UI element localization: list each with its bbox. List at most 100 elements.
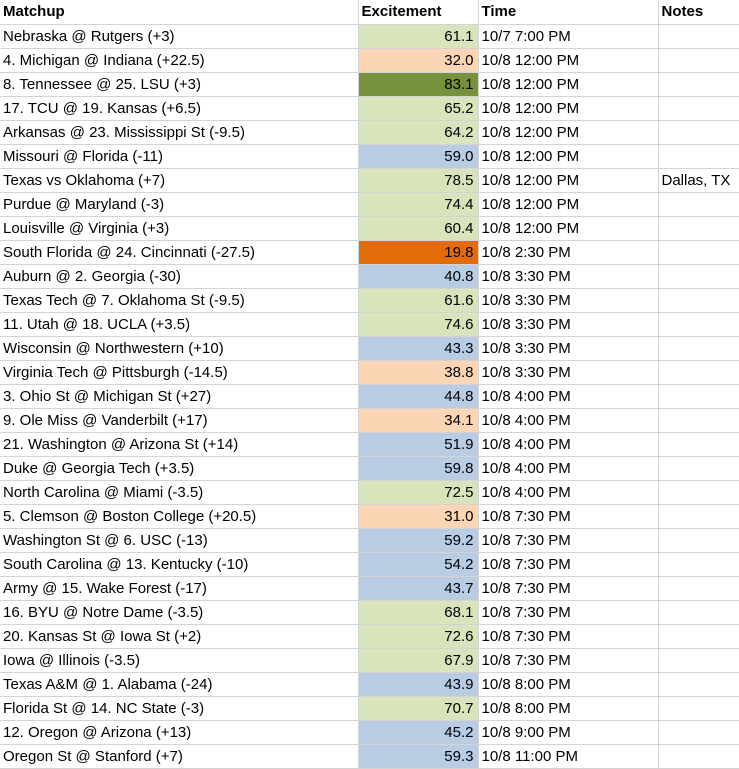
excitement-cell[interactable]: 64.2 xyxy=(358,120,479,145)
excitement-cell[interactable]: 43.9 xyxy=(358,672,479,697)
notes-cell[interactable] xyxy=(658,624,739,649)
header-time[interactable]: Time xyxy=(478,0,659,25)
matchup-cell[interactable]: Army @ 15. Wake Forest (-17) xyxy=(0,576,359,601)
notes-cell[interactable] xyxy=(658,120,739,145)
matchup-cell[interactable]: Texas A&M @ 1. Alabama (-24) xyxy=(0,672,359,697)
header-matchup[interactable]: Matchup xyxy=(0,0,359,25)
excitement-cell[interactable]: 72.5 xyxy=(358,480,479,505)
matchup-cell[interactable]: 20. Kansas St @ Iowa St (+2) xyxy=(0,624,359,649)
time-cell[interactable]: 10/8 2:30 PM xyxy=(478,240,659,265)
time-cell[interactable]: 10/8 7:30 PM xyxy=(478,648,659,673)
notes-cell[interactable]: Dallas, TX xyxy=(658,168,739,193)
matchup-cell[interactable]: Louisville @ Virginia (+3) xyxy=(0,216,359,241)
time-cell[interactable]: 10/8 4:00 PM xyxy=(478,408,659,433)
time-cell[interactable]: 10/8 12:00 PM xyxy=(478,48,659,73)
notes-cell[interactable] xyxy=(658,672,739,697)
excitement-cell[interactable]: 40.8 xyxy=(358,264,479,289)
notes-cell[interactable] xyxy=(658,696,739,721)
notes-cell[interactable] xyxy=(658,24,739,49)
excitement-cell[interactable]: 78.5 xyxy=(358,168,479,193)
matchup-cell[interactable]: 5. Clemson @ Boston College (+20.5) xyxy=(0,504,359,529)
time-cell[interactable]: 10/8 12:00 PM xyxy=(478,216,659,241)
time-cell[interactable]: 10/8 7:30 PM xyxy=(478,576,659,601)
time-cell[interactable]: 10/8 3:30 PM xyxy=(478,360,659,385)
matchup-cell[interactable]: 11. Utah @ 18. UCLA (+3.5) xyxy=(0,312,359,337)
excitement-cell[interactable]: 44.8 xyxy=(358,384,479,409)
excitement-cell[interactable]: 19.8 xyxy=(358,240,479,265)
time-cell[interactable]: 10/8 12:00 PM xyxy=(478,168,659,193)
excitement-cell[interactable]: 32.0 xyxy=(358,48,479,73)
excitement-cell[interactable]: 43.7 xyxy=(358,576,479,601)
notes-cell[interactable] xyxy=(658,264,739,289)
notes-cell[interactable] xyxy=(658,528,739,553)
matchup-cell[interactable]: South Florida @ 24. Cincinnati (-27.5) xyxy=(0,240,359,265)
notes-cell[interactable] xyxy=(658,96,739,121)
matchup-cell[interactable]: Texas Tech @ 7. Oklahoma St (-9.5) xyxy=(0,288,359,313)
excitement-cell[interactable]: 45.2 xyxy=(358,720,479,745)
notes-cell[interactable] xyxy=(658,408,739,433)
time-cell[interactable]: 10/8 8:00 PM xyxy=(478,696,659,721)
notes-cell[interactable] xyxy=(658,288,739,313)
time-cell[interactable]: 10/8 11:00 PM xyxy=(478,744,659,769)
matchup-cell[interactable]: North Carolina @ Miami (-3.5) xyxy=(0,480,359,505)
time-cell[interactable]: 10/8 3:30 PM xyxy=(478,288,659,313)
matchup-cell[interactable]: Iowa @ Illinois (-3.5) xyxy=(0,648,359,673)
time-cell[interactable]: 10/8 12:00 PM xyxy=(478,144,659,169)
time-cell[interactable]: 10/8 7:30 PM xyxy=(478,552,659,577)
matchup-cell[interactable]: Wisconsin @ Northwestern (+10) xyxy=(0,336,359,361)
time-cell[interactable]: 10/8 7:30 PM xyxy=(478,624,659,649)
time-cell[interactable]: 10/8 8:00 PM xyxy=(478,672,659,697)
excitement-cell[interactable]: 34.1 xyxy=(358,408,479,433)
matchup-cell[interactable]: 16. BYU @ Notre Dame (-3.5) xyxy=(0,600,359,625)
excitement-cell[interactable]: 60.4 xyxy=(358,216,479,241)
excitement-cell[interactable]: 65.2 xyxy=(358,96,479,121)
matchup-cell[interactable]: Purdue @ Maryland (-3) xyxy=(0,192,359,217)
matchup-cell[interactable]: Auburn @ 2. Georgia (-30) xyxy=(0,264,359,289)
time-cell[interactable]: 10/8 4:00 PM xyxy=(478,480,659,505)
matchup-cell[interactable]: Nebraska @ Rutgers (+3) xyxy=(0,24,359,49)
matchup-cell[interactable]: Arkansas @ 23. Mississippi St (-9.5) xyxy=(0,120,359,145)
time-cell[interactable]: 10/8 7:30 PM xyxy=(478,504,659,529)
time-cell[interactable]: 10/8 4:00 PM xyxy=(478,456,659,481)
matchup-cell[interactable]: 21. Washington @ Arizona St (+14) xyxy=(0,432,359,457)
excitement-cell[interactable]: 59.8 xyxy=(358,456,479,481)
excitement-cell[interactable]: 43.3 xyxy=(358,336,479,361)
time-cell[interactable]: 10/8 12:00 PM xyxy=(478,192,659,217)
matchup-cell[interactable]: Duke @ Georgia Tech (+3.5) xyxy=(0,456,359,481)
excitement-cell[interactable]: 38.8 xyxy=(358,360,479,385)
excitement-cell[interactable]: 59.2 xyxy=(358,528,479,553)
excitement-cell[interactable]: 74.6 xyxy=(358,312,479,337)
notes-cell[interactable] xyxy=(658,360,739,385)
matchup-cell[interactable]: 8. Tennessee @ 25. LSU (+3) xyxy=(0,72,359,97)
notes-cell[interactable] xyxy=(658,432,739,457)
excitement-cell[interactable]: 74.4 xyxy=(358,192,479,217)
matchup-cell[interactable]: South Carolina @ 13. Kentucky (-10) xyxy=(0,552,359,577)
notes-cell[interactable] xyxy=(658,216,739,241)
time-cell[interactable]: 10/8 12:00 PM xyxy=(478,72,659,97)
notes-cell[interactable] xyxy=(658,192,739,217)
notes-cell[interactable] xyxy=(658,744,739,769)
notes-cell[interactable] xyxy=(658,336,739,361)
matchup-cell[interactable]: 9. Ole Miss @ Vanderbilt (+17) xyxy=(0,408,359,433)
matchup-cell[interactable]: 12. Oregon @ Arizona (+13) xyxy=(0,720,359,745)
excitement-cell[interactable]: 59.0 xyxy=(358,144,479,169)
notes-cell[interactable] xyxy=(658,240,739,265)
notes-cell[interactable] xyxy=(658,720,739,745)
excitement-cell[interactable]: 31.0 xyxy=(358,504,479,529)
notes-cell[interactable] xyxy=(658,576,739,601)
time-cell[interactable]: 10/8 3:30 PM xyxy=(478,264,659,289)
matchup-cell[interactable]: Virginia Tech @ Pittsburgh (-14.5) xyxy=(0,360,359,385)
matchup-cell[interactable]: Florida St @ 14. NC State (-3) xyxy=(0,696,359,721)
time-cell[interactable]: 10/8 9:00 PM xyxy=(478,720,659,745)
excitement-cell[interactable]: 54.2 xyxy=(358,552,479,577)
time-cell[interactable]: 10/8 7:30 PM xyxy=(478,600,659,625)
excitement-cell[interactable]: 59.3 xyxy=(358,744,479,769)
notes-cell[interactable] xyxy=(658,504,739,529)
matchup-cell[interactable]: Missouri @ Florida (-11) xyxy=(0,144,359,169)
header-excitement[interactable]: Excitement xyxy=(358,0,479,25)
excitement-cell[interactable]: 83.1 xyxy=(358,72,479,97)
excitement-cell[interactable]: 51.9 xyxy=(358,432,479,457)
excitement-cell[interactable]: 70.7 xyxy=(358,696,479,721)
notes-cell[interactable] xyxy=(658,72,739,97)
time-cell[interactable]: 10/8 12:00 PM xyxy=(478,120,659,145)
